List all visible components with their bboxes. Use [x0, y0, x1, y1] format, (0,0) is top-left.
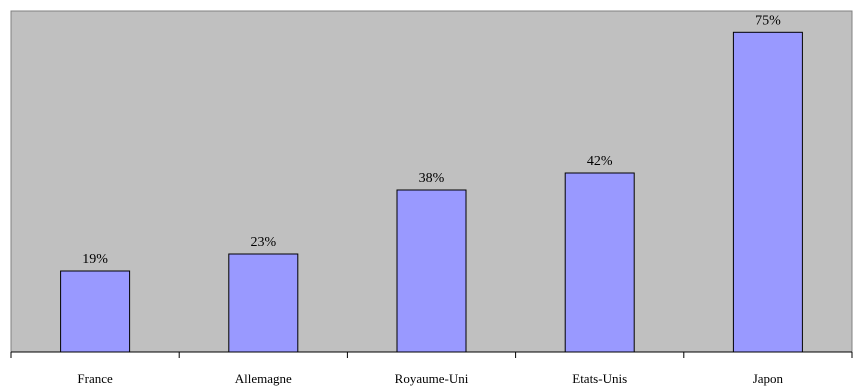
x-tick-label: Japon [753, 371, 784, 386]
data-label: 19% [82, 252, 108, 267]
x-axis [10, 351, 853, 358]
bars-group [60, 31, 803, 353]
data-label: 23% [250, 235, 276, 250]
data-label: 75% [755, 13, 781, 28]
bar-royaume-uni [396, 189, 467, 353]
bar-etats-unis [564, 172, 635, 353]
bar-allemagne [228, 253, 299, 353]
x-tick-label: Royaume-Uni [395, 371, 469, 386]
bar-france [60, 270, 131, 353]
data-label: 42% [587, 154, 613, 169]
data-label: 38% [419, 171, 445, 186]
labels-group: 19% France 23% Allemagne 38% Royaume-Uni 42% Et… [77, 13, 783, 386]
x-tick-label: France [77, 371, 113, 386]
x-tick-label: Etats-Unis [572, 371, 627, 386]
x-tick-label: Allemagne [235, 371, 292, 386]
bar-japon [732, 31, 803, 353]
